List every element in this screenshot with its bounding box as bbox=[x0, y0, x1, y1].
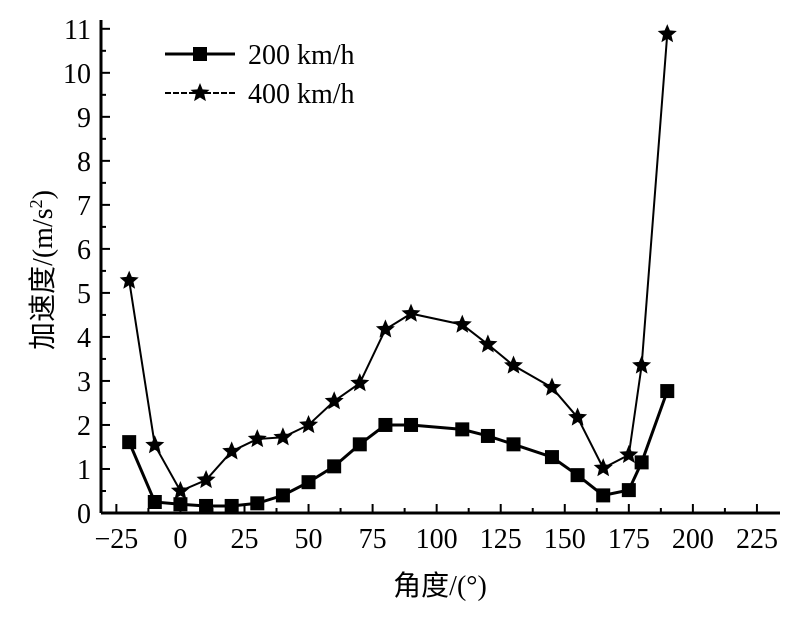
x-tick-label: 225 bbox=[736, 524, 778, 555]
series-line-400 bbox=[128, 34, 669, 493]
x-axis-label: 角度/(°) bbox=[393, 570, 487, 602]
y-tick-label: 5 bbox=[77, 279, 91, 310]
data-point-star bbox=[657, 24, 677, 43]
x-tick-label: 50 bbox=[295, 524, 323, 555]
data-point-star bbox=[119, 270, 139, 289]
data-point-star bbox=[568, 407, 588, 426]
data-point-square bbox=[275, 488, 290, 503]
data-point-square bbox=[404, 417, 419, 432]
x-tick-label: 75 bbox=[359, 524, 387, 555]
y-tick-label: 3 bbox=[77, 367, 91, 398]
data-point-square bbox=[480, 428, 495, 443]
data-point-square bbox=[147, 494, 162, 509]
data-point-square bbox=[250, 496, 265, 511]
y-tick-label: 4 bbox=[77, 323, 91, 354]
data-point-square bbox=[660, 384, 675, 399]
data-point-star bbox=[170, 481, 190, 500]
y-tick-label: 10 bbox=[63, 59, 91, 90]
legend: 200 km/h 400 km/h bbox=[165, 40, 355, 110]
data-point-square bbox=[506, 437, 521, 452]
y-tick-label: 0 bbox=[77, 499, 91, 530]
y-tick-label: 11 bbox=[64, 15, 91, 46]
y-tick-label: 9 bbox=[77, 103, 91, 134]
axes: −25 0 25 50 75 100 125 150 175 200 225012345678910… bbox=[63, 15, 780, 555]
x-tick-label: 0 bbox=[173, 524, 187, 555]
data-point-star bbox=[375, 319, 395, 338]
data-point-star bbox=[299, 415, 319, 434]
data-point-star bbox=[196, 470, 216, 489]
data-point-square bbox=[301, 475, 316, 490]
x-tick-label: 150 bbox=[544, 524, 586, 555]
data-point-square bbox=[634, 455, 649, 470]
data-point-star bbox=[145, 435, 165, 454]
data-point-star bbox=[593, 458, 613, 477]
data-point-square bbox=[455, 422, 470, 437]
x-tick-label: 200 bbox=[672, 524, 714, 555]
data-point-star bbox=[619, 444, 639, 463]
data-point-star bbox=[247, 429, 267, 448]
data-point-square bbox=[224, 498, 239, 513]
data-point-square bbox=[352, 437, 367, 452]
x-tick-label: 25 bbox=[230, 524, 258, 555]
y-axis-label: 加速度/(m/s2) bbox=[26, 190, 59, 350]
x-tick-label: 125 bbox=[480, 524, 522, 555]
data-point-square bbox=[327, 459, 342, 474]
data-point-star bbox=[504, 355, 523, 374]
data-point-star bbox=[350, 373, 370, 392]
legend-marker-square bbox=[193, 47, 207, 61]
legend-label-200: 200 km/h bbox=[248, 40, 355, 71]
data-point-square bbox=[570, 468, 585, 483]
data-point-star bbox=[324, 391, 344, 410]
series-line-200 bbox=[127, 390, 669, 508]
x-tick-label: −25 bbox=[94, 524, 138, 555]
x-tick-label: 175 bbox=[608, 524, 650, 555]
legend-star-shape bbox=[190, 83, 210, 102]
data-point-square bbox=[199, 498, 214, 513]
y-tick-label: 8 bbox=[77, 147, 91, 178]
y-tick-label: 2 bbox=[77, 411, 91, 442]
data-point-square bbox=[173, 497, 188, 512]
data-point-square bbox=[621, 483, 636, 498]
legend-marker-star bbox=[190, 83, 210, 102]
x-tick-label: 100 bbox=[416, 524, 458, 555]
data-point-star bbox=[222, 441, 242, 460]
data-point-square bbox=[596, 488, 611, 503]
series-group bbox=[119, 24, 677, 513]
data-point-square bbox=[378, 417, 393, 432]
data-point-star bbox=[478, 334, 498, 353]
y-tick-label: 7 bbox=[77, 191, 91, 222]
data-point-star bbox=[273, 427, 293, 446]
data-point-star bbox=[452, 314, 472, 333]
legend-label-400: 400 km/h bbox=[248, 79, 355, 110]
data-point-star bbox=[542, 377, 562, 396]
data-point-square bbox=[544, 450, 559, 465]
y-tick-label: 1 bbox=[77, 455, 91, 486]
y-tick-label: 6 bbox=[77, 235, 91, 266]
data-point-square bbox=[122, 435, 137, 450]
data-point-star bbox=[401, 303, 421, 322]
data-point-star bbox=[632, 355, 652, 374]
